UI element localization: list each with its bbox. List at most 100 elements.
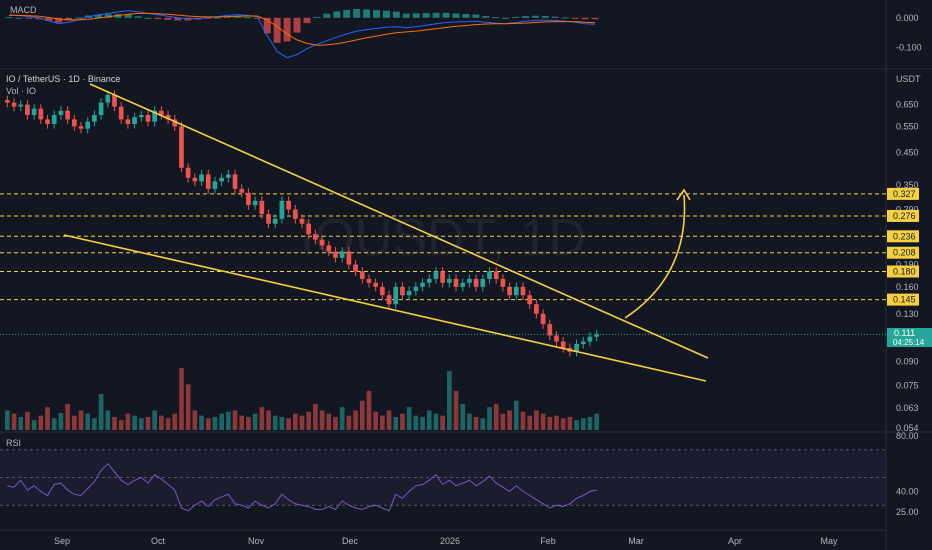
candle-body — [353, 264, 358, 272]
candle-body — [205, 174, 211, 189]
volume-bar — [580, 418, 586, 430]
volume-bar — [393, 416, 399, 430]
volume-bar — [339, 407, 345, 430]
volume-bar — [507, 410, 512, 430]
volume-bar — [413, 415, 419, 430]
macd-histogram-bar — [263, 17, 271, 34]
candle-body — [587, 336, 593, 342]
target-level-tag — [887, 230, 919, 243]
volume-bar — [333, 416, 338, 430]
candle-body — [45, 119, 50, 124]
volume-bar — [480, 418, 486, 430]
volume-bar — [25, 411, 30, 430]
symbol-title[interactable]: IO / TetherUS · 1D · Binance — [6, 74, 120, 84]
macd-histogram-bar — [551, 16, 559, 18]
macd-histogram-bar — [114, 14, 122, 18]
candle-body — [246, 192, 251, 206]
volume-bar — [58, 413, 64, 430]
candle-body — [5, 100, 10, 103]
macd-histogram-bar — [333, 11, 341, 18]
axes: 0.6500.5500.4500.3500.2900.2400.1900.160… — [54, 13, 922, 546]
candle-body — [266, 214, 271, 224]
candle-body — [299, 218, 305, 224]
candle-body — [413, 286, 419, 291]
candle-body — [534, 304, 539, 314]
candle-body — [446, 278, 452, 283]
macd-histogram-bar — [313, 16, 321, 18]
macd-histogram-bar — [243, 17, 251, 19]
volume-bar — [132, 415, 137, 430]
macd-histogram-bar — [452, 13, 460, 18]
macd-histogram-bar — [25, 17, 33, 19]
volume-bar — [487, 407, 492, 430]
volume-bar — [540, 413, 546, 430]
candle-body — [420, 282, 425, 287]
candle-body — [393, 286, 399, 305]
target-level-tag — [887, 209, 919, 222]
candle-body — [373, 282, 379, 287]
candle-body — [440, 271, 445, 283]
volume-bar — [45, 407, 50, 430]
time-tick-label: Dec — [342, 536, 359, 546]
volume-bar — [199, 415, 204, 430]
candle-body — [306, 223, 312, 235]
price-tick-label: 0.190 — [896, 259, 919, 269]
macd-histogram-bar — [382, 10, 390, 18]
price-tick-label: 0.450 — [896, 147, 919, 157]
price-tick-label: 0.130 — [896, 309, 919, 319]
volume-bar — [313, 403, 318, 430]
volume-bar — [426, 410, 432, 430]
candle-body — [58, 110, 64, 116]
candle-body — [333, 251, 338, 258]
volume-bar — [71, 415, 77, 430]
volume-bar — [179, 368, 184, 430]
target-level-label: 0.327 — [893, 189, 916, 199]
candle-body — [493, 271, 499, 279]
target-level-tag — [887, 187, 919, 200]
candle-body — [547, 324, 553, 336]
rsi-panel — [0, 449, 886, 512]
volume-bar — [406, 407, 412, 430]
volume-bar — [98, 394, 104, 430]
candle-body — [232, 174, 238, 189]
candle-body — [138, 115, 144, 118]
price-tick-label: 0.075 — [896, 380, 919, 390]
candle-body — [252, 200, 258, 206]
macd-histogram-bar — [392, 11, 400, 18]
candle-body — [85, 121, 91, 129]
volume-bar — [574, 420, 579, 430]
candle-body — [433, 271, 439, 279]
last-price-countdown: 04:25:14 — [893, 338, 925, 347]
volume-bar — [92, 418, 97, 430]
volume-bar — [359, 400, 365, 430]
price-tick-label: 0.550 — [896, 121, 919, 131]
candle-body — [507, 286, 512, 296]
target-level-label: 0.208 — [893, 248, 916, 258]
macd-histogram-bar — [94, 14, 102, 18]
candle-body — [225, 174, 231, 178]
volume-bar — [219, 413, 224, 430]
candle-body — [105, 94, 111, 103]
candle-body — [487, 271, 492, 279]
time-tick-label: Apr — [728, 536, 742, 546]
macd-tick-label: 0.000 — [896, 13, 919, 23]
macd-tick-label: -0.100 — [896, 42, 922, 52]
symbol-watermark: IOUSDT, 1D — [300, 209, 586, 267]
volume-bar — [145, 416, 151, 430]
candle-body — [540, 313, 546, 325]
volume-bar — [292, 413, 298, 430]
macd-histogram-bar — [412, 13, 420, 18]
macd-histogram-bar — [55, 17, 63, 23]
volume-bar — [366, 390, 372, 430]
candle-body — [560, 341, 566, 348]
volume-bar — [31, 420, 37, 430]
macd-histogram-bar — [104, 14, 112, 18]
macd-histogram-bar — [353, 8, 361, 18]
candle-body — [339, 251, 345, 258]
volume-bar — [460, 403, 466, 430]
macd-histogram-bar — [373, 10, 380, 18]
time-tick-label: Oct — [151, 536, 166, 546]
macd-histogram-bar — [164, 17, 172, 20]
candle-body — [527, 295, 533, 305]
